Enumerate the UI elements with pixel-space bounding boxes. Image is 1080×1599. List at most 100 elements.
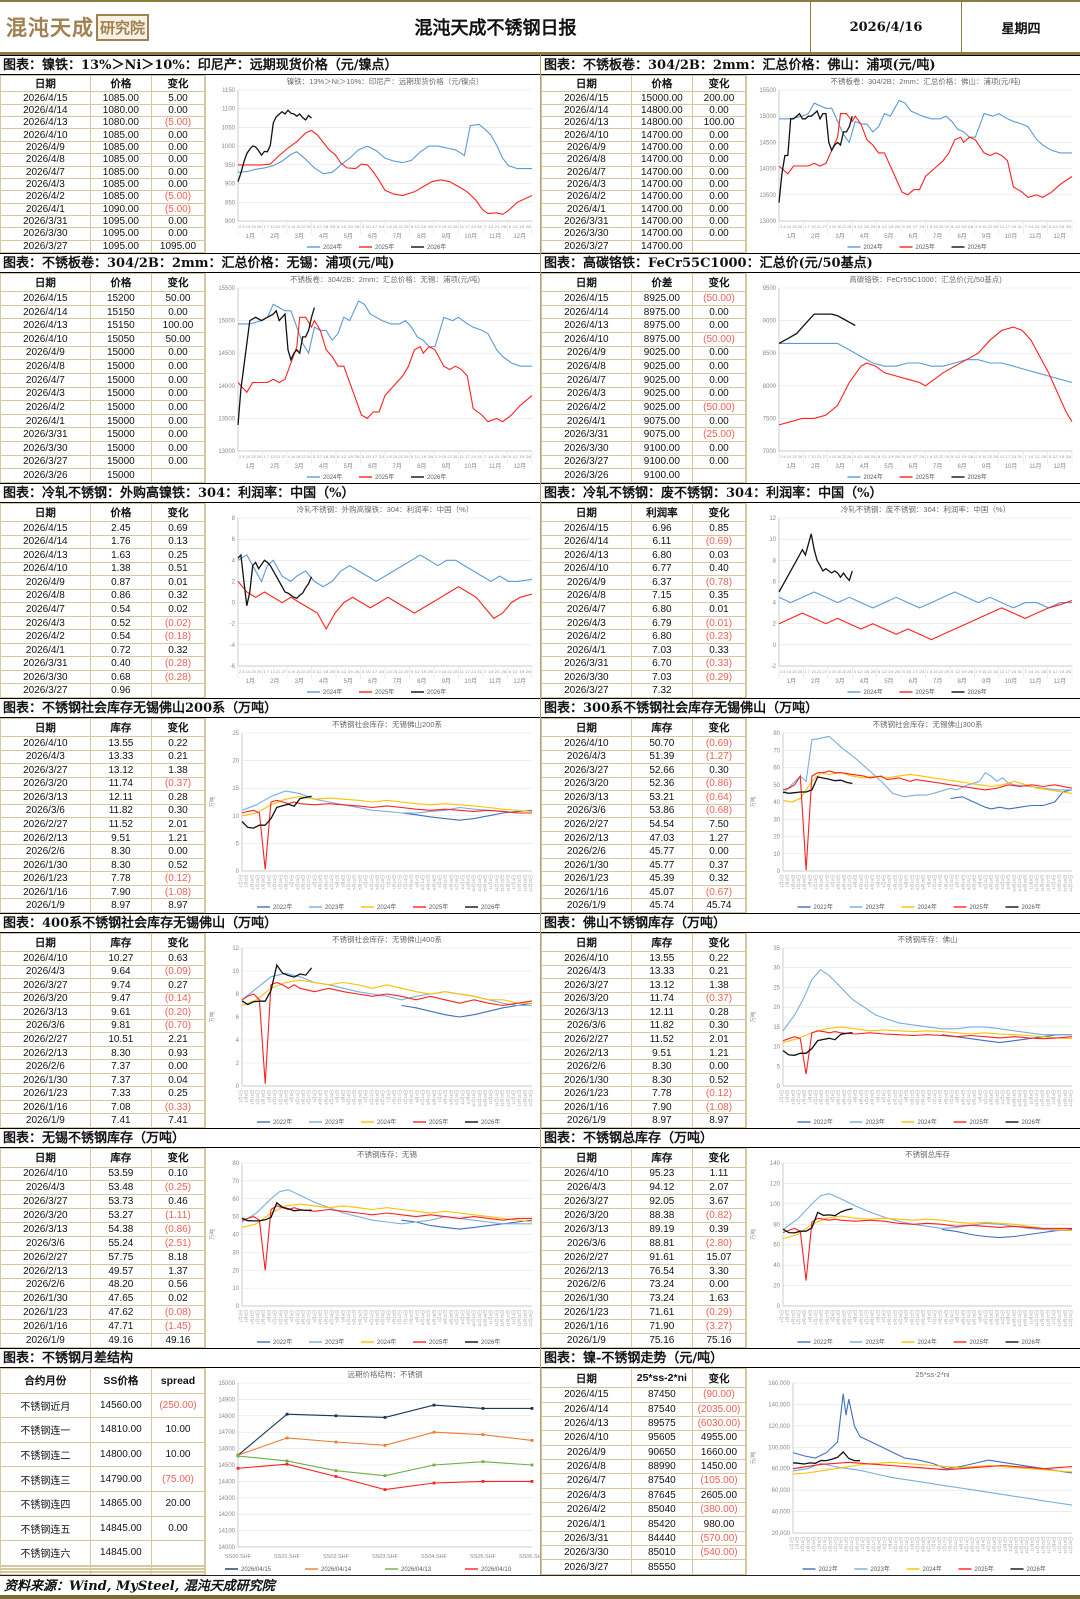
chart-series-line <box>238 129 533 215</box>
svg-text:7 14 21 28: 7 14 21 28 <box>484 669 507 674</box>
table-cell: 2026/3/20 <box>541 991 632 1007</box>
table-cell: (5.00) <box>150 202 206 216</box>
table-cell: 1.21 <box>150 830 206 846</box>
svg-text:12月18日: 12月18日 <box>522 1310 527 1327</box>
table-cell: 12.11 <box>89 790 152 805</box>
svg-text:2024年: 2024年 <box>377 903 396 911</box>
table-cell: 2026/3/26 <box>0 468 91 483</box>
svg-text:4月24日: 4月24日 <box>329 875 334 890</box>
table-cell: 0.02 <box>150 1291 206 1307</box>
svg-text:不锈钢社会库存：无锡佛山400系: 不锈钢社会库存：无锡佛山400系 <box>332 934 443 944</box>
svg-text:6 12 19 26: 6 12 19 26 <box>878 454 901 459</box>
table-cell: 9.74 <box>89 978 152 993</box>
chart: 7000 7500 8000 8500 9000 9500 高碳铬铁：FeCr55C1000… <box>746 273 1080 483</box>
svg-text:6: 6 <box>232 537 236 543</box>
table-cell: 2026/4/9 <box>541 345 632 361</box>
table-row: 2026/2/27 11.52 2.01 <box>0 817 206 832</box>
svg-text:6月12日: 6月12日 <box>369 875 374 890</box>
svg-text:9月25日: 9月25日 <box>994 1310 999 1325</box>
table-cell: 2026/3/30 <box>0 669 91 685</box>
table-cell: 2026/1/23 <box>541 871 632 886</box>
table-cell: 0.00 <box>691 413 747 429</box>
svg-text:9月11日: 9月11日 <box>983 1090 988 1104</box>
svg-text:4月: 4月 <box>319 463 328 470</box>
table-cell: 9.64 <box>89 964 152 980</box>
svg-text:4 10 16 22 28: 4 10 16 22 28 <box>288 224 311 229</box>
data-table: 日期 价格 变化 2026/4/15 15000.00 200.00 2026/4/14 14… <box>541 74 747 254</box>
table-row: 2026/4/7 87540 (105.00) <box>541 1473 747 1489</box>
svg-text:12月25日: 12月25日 <box>528 1310 533 1327</box>
table-cell: 2.01 <box>691 1032 747 1047</box>
table-row: 2026/4/1 14700.00 0.00 <box>541 202 747 216</box>
svg-text:8月14日: 8月14日 <box>960 875 965 890</box>
table-cell: 0.00 <box>691 190 747 204</box>
svg-text:3月27日: 3月27日 <box>847 1310 852 1325</box>
svg-text:6月5日: 6月5日 <box>363 1090 368 1102</box>
table-cell: 45.77 <box>630 857 693 873</box>
table-cell: 2026/3/27 <box>0 1194 91 1210</box>
svg-text:6: 6 <box>236 1015 240 1021</box>
svg-text:80,000: 80,000 <box>772 1467 791 1473</box>
svg-text:2月: 2月 <box>811 678 820 685</box>
logo-sub-text: 研究院 <box>96 13 150 41</box>
svg-text:11月27日: 11月27日 <box>1045 875 1050 892</box>
svg-text:9月: 9月 <box>982 678 991 685</box>
svg-text:6 12 19 26: 6 12 19 26 <box>337 454 360 459</box>
table-cell: 2026/4/1 <box>541 642 632 658</box>
svg-text:12月4日: 12月4日 <box>511 1090 516 1105</box>
table-row: 2026/2/6 48.20 0.56 <box>0 1277 206 1293</box>
table-cell: 8975.00 <box>630 332 693 347</box>
svg-text:2026/04/14: 2026/04/14 <box>321 1567 352 1573</box>
panel-body: 日期 价格 变化 2026/4/15 15000.00 200.00 2026/4/14 14… <box>541 74 1080 254</box>
svg-text:4月10日: 4月10日 <box>318 875 323 890</box>
svg-text:7月17日: 7月17日 <box>938 1090 943 1105</box>
svg-text:4 10 16 22 28: 4 10 16 22 28 <box>829 454 852 459</box>
svg-text:9月: 9月 <box>442 463 451 470</box>
svg-text:3月6日: 3月6日 <box>830 1310 835 1322</box>
svg-text:2025年: 2025年 <box>429 903 448 911</box>
table-cell: 8.30 <box>89 857 152 873</box>
panel: 图表：不锈板卷：304/2B：2mm：汇总价格：无锡：浦项(元/吨) 日期 价格 变化… <box>0 253 540 483</box>
svg-text:20: 20 <box>773 835 780 841</box>
svg-text:5月29日: 5月29日 <box>357 1310 362 1325</box>
table-row: 2026/4/10 13.55 0.22 <box>0 736 206 751</box>
table-cell: 9100.00 <box>630 454 693 470</box>
table-cell: 90650 <box>630 1444 693 1460</box>
table-cell: 9.51 <box>89 830 152 846</box>
table-cell: 0.00 <box>691 345 747 361</box>
table-cell: 10.51 <box>89 1032 152 1047</box>
chart: 0 10 20 30 40 50 60 70 80 不锈钢库存：无锡 万吨 1月2日 1月9日 1月16日… <box>205 1148 540 1348</box>
svg-text:11月6日: 11月6日 <box>1028 1310 1033 1324</box>
panel-title: 图表：无锡不锈钢库存（万吨） <box>0 1128 540 1148</box>
table-cell: 2026/4/8 <box>0 359 91 374</box>
chart-series-line <box>241 790 532 814</box>
svg-text:6月12日: 6月12日 <box>369 1310 374 1325</box>
svg-text:8月7日: 8月7日 <box>414 1310 419 1322</box>
svg-text:6月: 6月 <box>368 233 377 240</box>
svg-text:7月: 7月 <box>393 233 402 240</box>
svg-text:9月18日: 9月18日 <box>989 875 994 890</box>
table-cell: 2026/3/27 <box>541 683 632 698</box>
svg-text:11月: 11月 <box>489 678 501 685</box>
table-row: 2026/3/20 9.47 (0.14) <box>0 991 206 1007</box>
table-cell: 2026/4/10 <box>541 951 632 966</box>
table-cell: 8.97 <box>630 1113 693 1128</box>
svg-text:1月9日: 1月9日 <box>244 1310 249 1322</box>
chart-series-line <box>782 772 1073 803</box>
table-row: 2026/4/3 6.79 (0.01) <box>541 615 747 631</box>
table-row: 2026/3/31 14700.00 0.00 <box>541 214 747 229</box>
table-cell: 2026/4/8 <box>541 588 632 604</box>
svg-text:10月2日: 10月2日 <box>1000 875 1005 890</box>
table-cell: 0.00 <box>150 844 206 859</box>
table-cell: 2026/3/20 <box>0 1208 91 1223</box>
table-cell <box>691 468 747 483</box>
svg-text:5 12 19 26: 5 12 19 26 <box>951 669 974 674</box>
table-cell: 0.00 <box>691 140 747 155</box>
table-header-cell: 库存 <box>89 1148 152 1168</box>
svg-text:2026年: 2026年 <box>427 688 446 696</box>
table-cell: 9.81 <box>89 1018 152 1034</box>
table-cell: 2026/4/14 <box>541 103 632 118</box>
svg-text:7月24日: 7月24日 <box>403 1310 408 1325</box>
table-cell: 2026/1/23 <box>0 1086 91 1101</box>
